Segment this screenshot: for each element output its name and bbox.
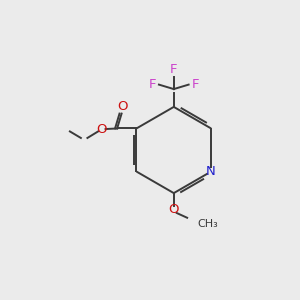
Text: CH₃: CH₃: [197, 219, 218, 229]
Text: O: O: [169, 203, 179, 216]
Text: F: F: [148, 78, 156, 91]
Text: F: F: [170, 63, 178, 76]
Text: F: F: [192, 78, 199, 91]
Text: N: N: [206, 165, 216, 178]
Text: O: O: [96, 122, 106, 136]
Text: O: O: [117, 100, 128, 113]
